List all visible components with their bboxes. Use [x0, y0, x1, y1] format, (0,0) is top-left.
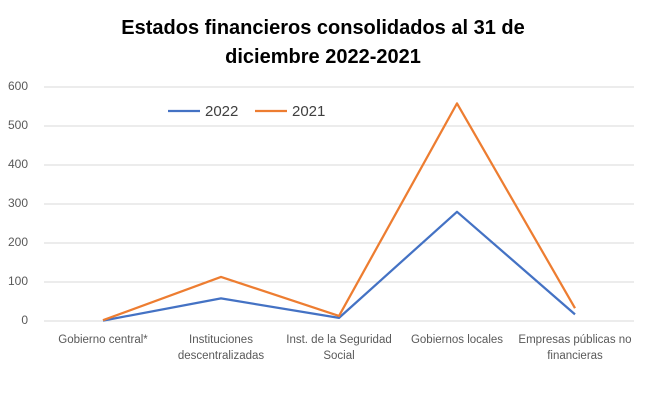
x-tick-label: Gobiernos locales: [410, 334, 504, 346]
y-tick-label: 200: [8, 235, 28, 249]
x-tick-label: Inst. de la Seguridad Social: [286, 334, 392, 362]
x-tick-label: Gobierno central*: [58, 334, 148, 346]
x-tick-label: Instituciones descentralizadas: [177, 334, 265, 362]
y-tick-label: 600: [8, 79, 28, 93]
series-line: [102, 210, 576, 322]
x-tick-label: Empresas públicas no financieras: [518, 334, 632, 362]
legend-label: 2021: [292, 103, 325, 120]
y-tick-label: 400: [8, 157, 28, 171]
chart-title: Estados financieros consolidados al 31 d…: [121, 17, 525, 68]
y-tick-label: 100: [8, 274, 28, 288]
y-tick-label: 0: [21, 313, 28, 327]
legend-label: 2022: [205, 103, 238, 120]
y-tick-label: 300: [8, 196, 28, 210]
y-tick-label: 500: [8, 118, 28, 132]
series-line: [102, 102, 576, 322]
